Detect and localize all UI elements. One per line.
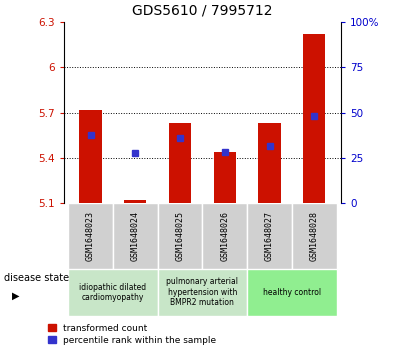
Text: GSM1648025: GSM1648025 [175, 211, 185, 261]
Bar [247, 203, 292, 269]
Text: pulmonary arterial
hypertension with
BMPR2 mutation: pulmonary arterial hypertension with BMP… [166, 277, 238, 307]
Bar [203, 203, 247, 269]
Bar [113, 203, 158, 269]
Bar [292, 203, 337, 269]
Bar [303, 34, 326, 203]
Title: GDS5610 / 7995712: GDS5610 / 7995712 [132, 4, 272, 18]
Text: GSM1648027: GSM1648027 [265, 211, 274, 261]
Text: GSM1648026: GSM1648026 [220, 211, 229, 261]
Bar [169, 123, 191, 203]
Text: GSM1648024: GSM1648024 [131, 211, 140, 261]
Text: idiopathic dilated
cardiomyopathy: idiopathic dilated cardiomyopathy [79, 282, 146, 302]
Text: disease state: disease state [4, 273, 69, 283]
Legend: transformed count, percentile rank within the sample: transformed count, percentile rank withi… [48, 324, 216, 344]
Bar [124, 200, 146, 203]
Bar [68, 269, 158, 316]
Bar [214, 152, 236, 203]
Text: ▶: ▶ [12, 291, 20, 301]
Bar [158, 203, 203, 269]
Bar [158, 269, 247, 316]
Bar [68, 203, 113, 269]
Text: healthy control: healthy control [263, 288, 321, 297]
Text: GSM1648023: GSM1648023 [86, 211, 95, 261]
Bar [79, 110, 102, 203]
Bar [259, 123, 281, 203]
Text: GSM1648028: GSM1648028 [310, 211, 319, 261]
Bar [247, 269, 337, 316]
